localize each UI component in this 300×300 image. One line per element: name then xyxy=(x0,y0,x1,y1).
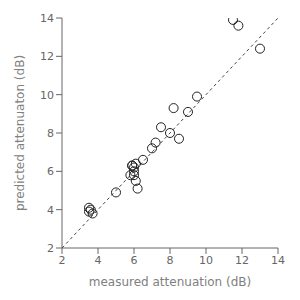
svg-text:6: 6 xyxy=(47,165,54,178)
svg-text:measured attenuation (dB): measured attenuation (dB) xyxy=(89,275,252,289)
svg-text:12: 12 xyxy=(40,50,54,63)
svg-text:4: 4 xyxy=(95,254,102,267)
svg-text:2: 2 xyxy=(59,254,66,267)
svg-text:predicted attenuaton (dB): predicted attenuaton (dB) xyxy=(13,55,27,211)
svg-text:14: 14 xyxy=(271,254,285,267)
svg-text:8: 8 xyxy=(167,254,174,267)
svg-text:10: 10 xyxy=(199,254,213,267)
svg-text:6: 6 xyxy=(131,254,138,267)
svg-text:12: 12 xyxy=(235,254,249,267)
svg-text:10: 10 xyxy=(40,89,54,102)
svg-text:2: 2 xyxy=(47,242,54,255)
svg-text:14: 14 xyxy=(40,12,54,25)
svg-text:4: 4 xyxy=(47,204,54,217)
svg-text:8: 8 xyxy=(47,127,54,140)
